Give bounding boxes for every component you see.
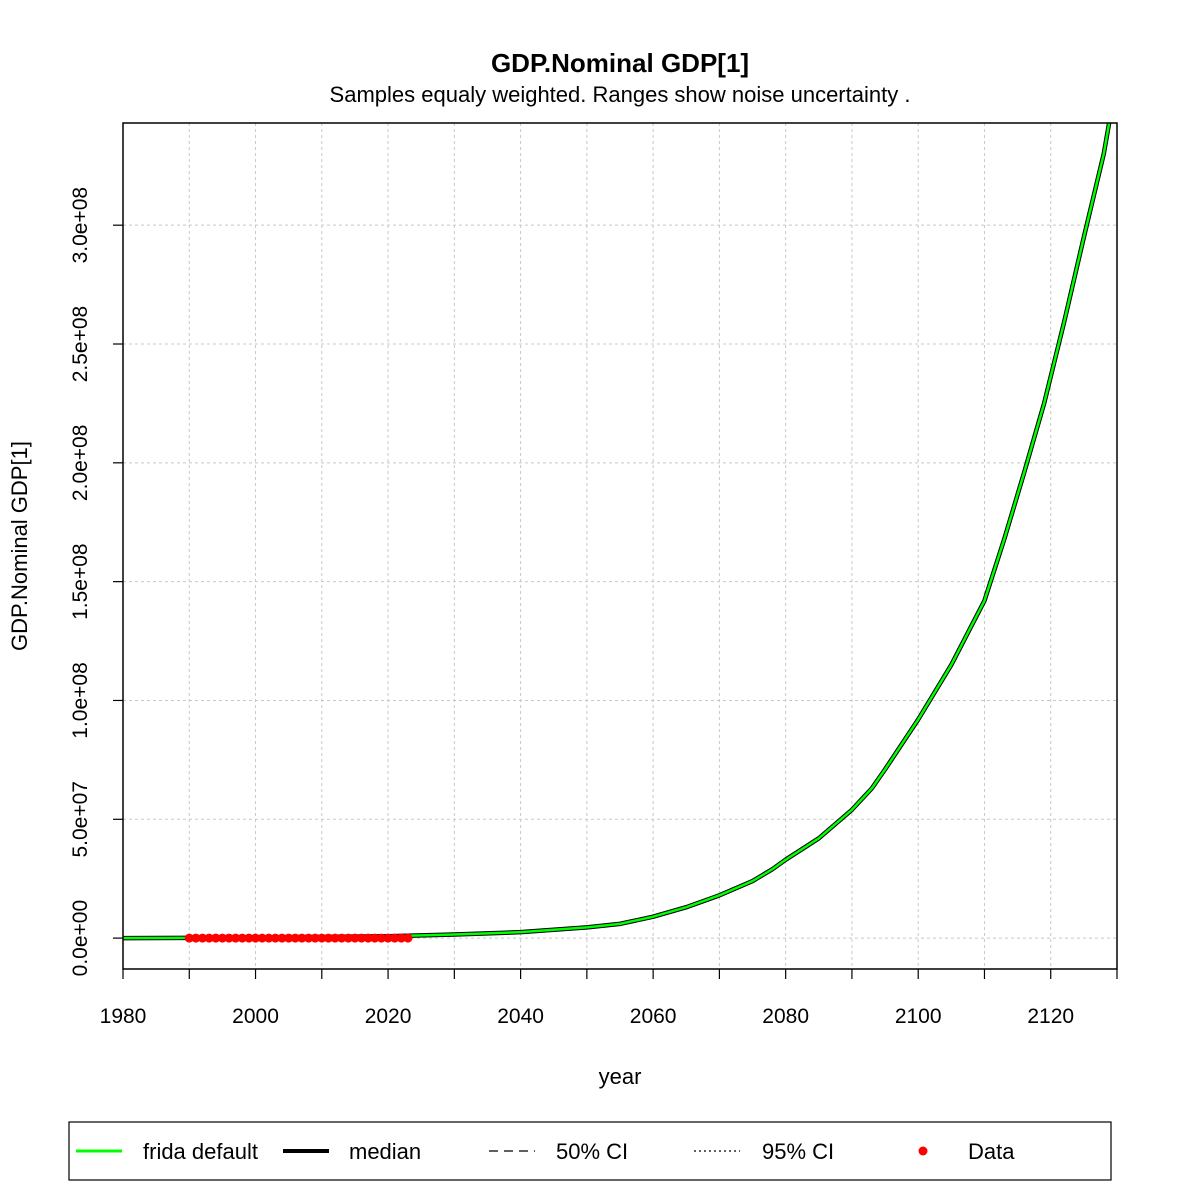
chart-title: GDP.Nominal GDP[1] [491, 48, 749, 78]
data-point [251, 933, 261, 943]
legend-label-50ci: 50% CI [556, 1139, 628, 1164]
data-point [343, 933, 353, 943]
legend: frida default median 50% CI 95% CI Data [68, 1121, 1112, 1181]
data-point [376, 933, 386, 943]
data-point [284, 933, 294, 943]
y-tick-label: 1.5e+08 [69, 543, 92, 620]
data-point [357, 933, 367, 943]
data-point [244, 933, 254, 943]
plot-frame [122, 122, 1118, 970]
data-point [231, 933, 241, 943]
y-axis: 0.0e+00 5.0e+07 1.0e+08 1.5e+08 2.0e+08 2.5e+… [69, 187, 123, 976]
data-point [270, 933, 280, 943]
chart-subtitle: Samples equaly weighted. Ranges show noi… [330, 82, 911, 107]
data-point [191, 933, 201, 943]
y-tick-label: 3.0e+08 [69, 187, 92, 264]
legend-label-frida-default: frida default [143, 1139, 258, 1164]
legend-box [68, 1121, 1112, 1181]
data-point [198, 933, 208, 943]
data-point [237, 933, 247, 943]
data-point [396, 933, 406, 943]
x-tick-label: 2020 [365, 1005, 412, 1028]
data-point [257, 933, 267, 943]
x-tick-label: 2080 [762, 1005, 809, 1028]
data-point [330, 933, 340, 943]
data-point [383, 933, 393, 943]
data-point [184, 933, 194, 943]
data-point [337, 933, 347, 943]
data-point [204, 933, 214, 943]
data-point [290, 933, 300, 943]
data-point [304, 933, 314, 943]
data-point [297, 933, 307, 943]
legend-label-data: Data [968, 1139, 1015, 1164]
y-tick-label: 2.5e+08 [69, 306, 92, 383]
data-point [277, 933, 287, 943]
y-tick-label: 5.0e+07 [69, 781, 92, 858]
data-point [323, 933, 333, 943]
x-tick-label: 2120 [1027, 1005, 1074, 1028]
x-tick-label: 2000 [232, 1005, 279, 1028]
legend-label-median: median [349, 1139, 421, 1164]
data-point [264, 933, 274, 943]
data-point [310, 933, 320, 943]
legend-label-95ci: 95% CI [762, 1139, 834, 1164]
data-point [350, 933, 360, 943]
data-point [403, 933, 413, 943]
x-tick-label: 2040 [497, 1005, 544, 1028]
data-point [390, 933, 400, 943]
x-tick-label: 1980 [100, 1005, 147, 1028]
legend-swatch-data [918, 1146, 928, 1156]
data-point [224, 933, 234, 943]
x-axis: 1980 2000 2020 2040 2060 2080 2100 2120 [100, 969, 1118, 1028]
grid [123, 123, 1117, 969]
series-group [123, 123, 1112, 943]
data-point [363, 933, 373, 943]
series-layer [123, 123, 1112, 943]
data-point [217, 933, 227, 943]
data-point [370, 933, 380, 943]
y-axis-label: GDP.Nominal GDP[1] [7, 441, 32, 651]
x-tick-label: 2060 [630, 1005, 677, 1028]
x-axis-label: year [599, 1064, 642, 1089]
data-point [317, 933, 327, 943]
y-tick-label: 2.0e+08 [69, 425, 92, 502]
y-tick-label: 0.0e+00 [69, 900, 92, 977]
series-frida-default-line [123, 123, 1111, 940]
data-point [211, 933, 221, 943]
y-tick-label: 1.0e+08 [69, 662, 92, 739]
x-tick-label: 2100 [895, 1005, 942, 1028]
